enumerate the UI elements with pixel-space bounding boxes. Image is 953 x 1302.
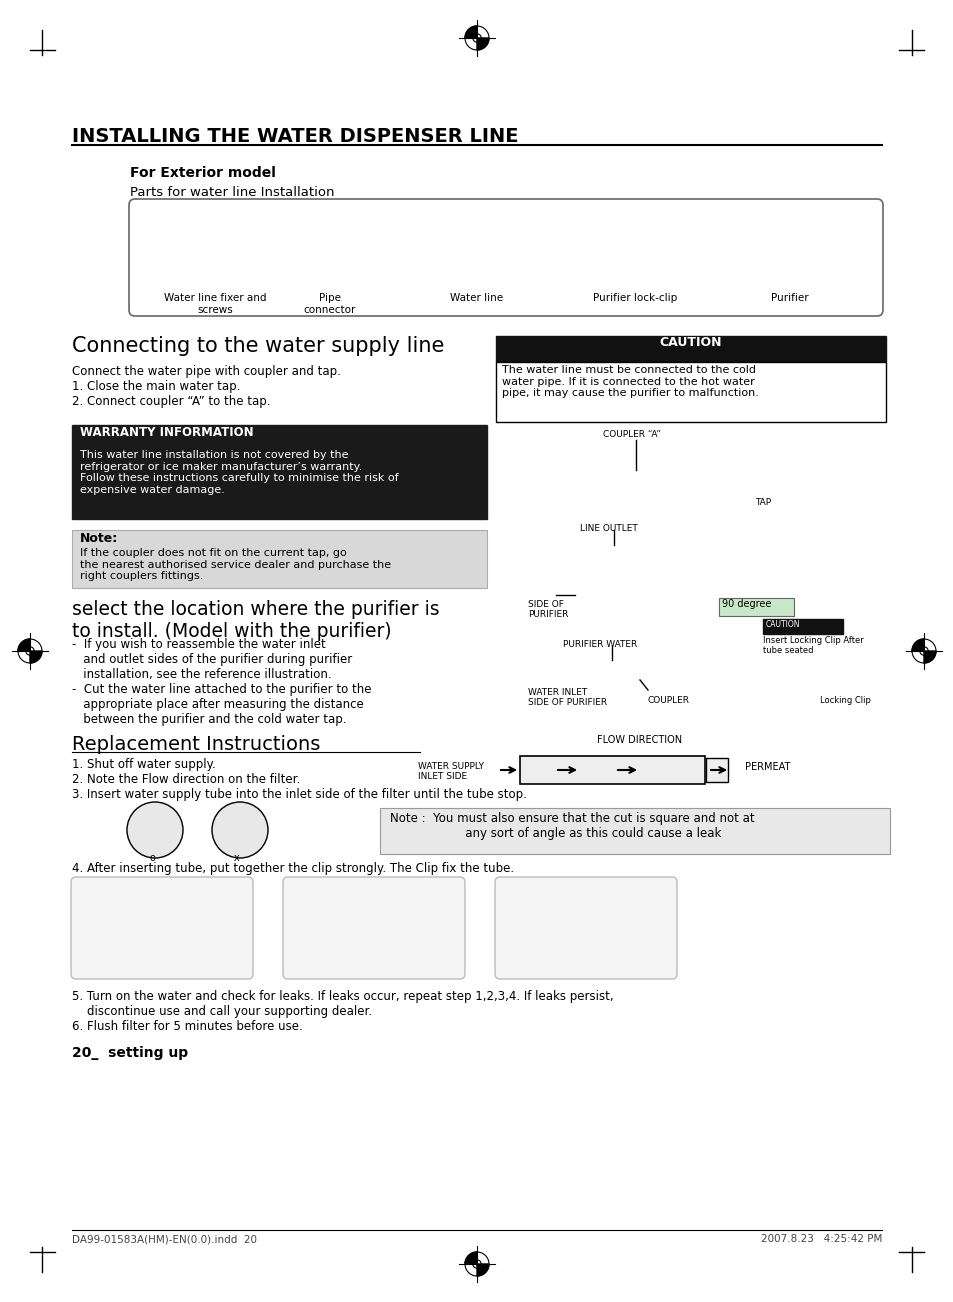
Text: COUPLER: COUPLER xyxy=(647,697,689,704)
Text: This water line installation is not covered by the
refrigerator or ice maker man: This water line installation is not cove… xyxy=(80,450,398,495)
Text: SIDE OF
PURIFIER: SIDE OF PURIFIER xyxy=(527,600,568,620)
Text: Parts for water line Installation: Parts for water line Installation xyxy=(130,186,335,199)
Text: 4. After inserting tube, put together the clip strongly. The Clip fix the tube.: 4. After inserting tube, put together th… xyxy=(71,862,514,875)
Bar xyxy=(71,447,486,519)
Text: Locking Clip: Locking Clip xyxy=(820,697,870,704)
Text: Water line fixer and
screws: Water line fixer and screws xyxy=(164,293,266,315)
Text: -  If you wish to reassemble the water inlet
   and outlet sides of the purifier: - If you wish to reassemble the water in… xyxy=(71,638,371,727)
Bar xyxy=(705,758,727,783)
Text: Connecting to the water supply line: Connecting to the water supply line xyxy=(71,336,444,355)
Text: INSTALLING THE WATER DISPENSER LINE: INSTALLING THE WATER DISPENSER LINE xyxy=(71,128,518,146)
Text: If the coupler does not fit on the current tap, go
the nearest authorised servic: If the coupler does not fit on the curre… xyxy=(80,548,391,581)
Circle shape xyxy=(212,802,268,858)
Text: 20_  setting up: 20_ setting up xyxy=(71,1046,188,1060)
Text: 1. Shut off water supply.
2. Note the Flow direction on the filter.
3. Insert wa: 1. Shut off water supply. 2. Note the Fl… xyxy=(71,758,526,801)
Bar xyxy=(379,809,889,854)
Polygon shape xyxy=(30,651,42,663)
Bar xyxy=(496,362,885,422)
Polygon shape xyxy=(476,1264,489,1276)
Text: DA99-01583A(HM)-EN(0.0).indd  20: DA99-01583A(HM)-EN(0.0).indd 20 xyxy=(71,1234,256,1243)
Text: Purifier: Purifier xyxy=(770,293,808,303)
Text: Insert Locking Clip After
tube seated: Insert Locking Clip After tube seated xyxy=(762,635,862,655)
Polygon shape xyxy=(464,26,476,38)
Polygon shape xyxy=(476,38,489,49)
Text: 90 degree: 90 degree xyxy=(721,599,771,609)
Text: LINE OUTLET: LINE OUTLET xyxy=(579,523,638,533)
Bar xyxy=(496,336,885,362)
Bar xyxy=(71,530,486,589)
Text: select the location where the purifier is
to install. (Model with the purifier): select the location where the purifier i… xyxy=(71,600,439,641)
Text: Connect the water pipe with coupler and tap.
1. Close the main water tap.
2. Con: Connect the water pipe with coupler and … xyxy=(71,365,340,408)
Text: Water line: Water line xyxy=(450,293,503,303)
Text: WARRANTY INFORMATION: WARRANTY INFORMATION xyxy=(80,426,253,439)
Polygon shape xyxy=(464,1253,476,1264)
Circle shape xyxy=(127,802,183,858)
FancyBboxPatch shape xyxy=(495,878,677,979)
Bar xyxy=(519,756,704,784)
Text: CAUTION: CAUTION xyxy=(765,620,800,629)
Text: The water line must be connected to the cold
water pipe. If it is connected to t: The water line must be connected to the … xyxy=(501,365,758,398)
Text: o: o xyxy=(149,853,154,863)
Text: TAP: TAP xyxy=(754,497,770,506)
Text: CAUTION: CAUTION xyxy=(659,336,721,349)
Text: Note :  You must also ensure that the cut is square and not at
           any so: Note : You must also ensure that the cut… xyxy=(390,812,754,840)
FancyBboxPatch shape xyxy=(71,878,253,979)
Polygon shape xyxy=(18,639,30,651)
Text: 5. Turn on the water and check for leaks. If leaks occur, repeat step 1,2,3,4. I: 5. Turn on the water and check for leaks… xyxy=(71,990,613,1032)
Text: PURIFIER WATER: PURIFIER WATER xyxy=(562,641,637,648)
Text: Purifier lock-clip: Purifier lock-clip xyxy=(592,293,677,303)
Text: 2007.8.23   4:25:42 PM: 2007.8.23 4:25:42 PM xyxy=(760,1234,882,1243)
Polygon shape xyxy=(923,651,935,663)
Polygon shape xyxy=(911,639,923,651)
Text: FLOW DIRECTION: FLOW DIRECTION xyxy=(597,736,681,745)
Bar xyxy=(71,424,486,447)
Text: PERMEAT: PERMEAT xyxy=(744,762,789,772)
Bar xyxy=(719,598,793,616)
Text: Replacement Instructions: Replacement Instructions xyxy=(71,736,320,754)
Text: COUPLER “A”: COUPLER “A” xyxy=(602,430,660,439)
Text: For Exterior model: For Exterior model xyxy=(130,165,275,180)
Text: Note:: Note: xyxy=(80,533,118,546)
Text: x: x xyxy=(233,853,239,863)
FancyBboxPatch shape xyxy=(283,878,464,979)
Text: Pipe
connector: Pipe connector xyxy=(303,293,355,315)
Text: WATER SUPPLY
INLET SIDE: WATER SUPPLY INLET SIDE xyxy=(417,762,483,781)
Text: WATER INLET
SIDE OF PURIFIER: WATER INLET SIDE OF PURIFIER xyxy=(527,687,606,707)
Bar xyxy=(762,618,842,634)
